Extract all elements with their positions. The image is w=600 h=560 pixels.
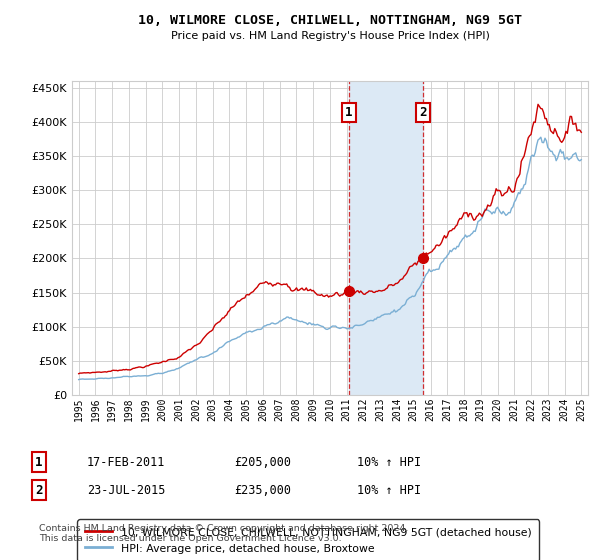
Text: Contains HM Land Registry data © Crown copyright and database right 2024.
This d: Contains HM Land Registry data © Crown c…	[39, 524, 409, 543]
Text: £235,000: £235,000	[234, 483, 291, 497]
Text: 10, WILMORE CLOSE, CHILWELL, NOTTINGHAM, NG9 5GT: 10, WILMORE CLOSE, CHILWELL, NOTTINGHAM,…	[138, 14, 522, 27]
Text: £205,000: £205,000	[234, 455, 291, 469]
Bar	[349, 81, 423, 395]
Text: 17-FEB-2011: 17-FEB-2011	[87, 455, 166, 469]
Text: 1: 1	[345, 106, 353, 119]
Text: 2: 2	[419, 106, 427, 119]
Text: 10% ↑ HPI: 10% ↑ HPI	[357, 483, 421, 497]
Text: 1: 1	[35, 455, 43, 469]
Legend: 10, WILMORE CLOSE, CHILWELL, NOTTINGHAM, NG9 5GT (detached house), HPI: Average : 10, WILMORE CLOSE, CHILWELL, NOTTINGHAM,…	[77, 519, 539, 560]
Text: 23-JUL-2015: 23-JUL-2015	[87, 483, 166, 497]
Text: Price paid vs. HM Land Registry's House Price Index (HPI): Price paid vs. HM Land Registry's House …	[170, 31, 490, 41]
Text: 10% ↑ HPI: 10% ↑ HPI	[357, 455, 421, 469]
Text: 2: 2	[35, 483, 43, 497]
